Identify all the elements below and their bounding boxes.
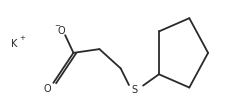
Text: +: + [20, 35, 26, 41]
Text: K: K [11, 39, 18, 49]
Text: S: S [132, 85, 138, 95]
Text: O: O [44, 84, 51, 94]
Text: −: − [54, 23, 60, 28]
Text: O: O [58, 26, 65, 36]
